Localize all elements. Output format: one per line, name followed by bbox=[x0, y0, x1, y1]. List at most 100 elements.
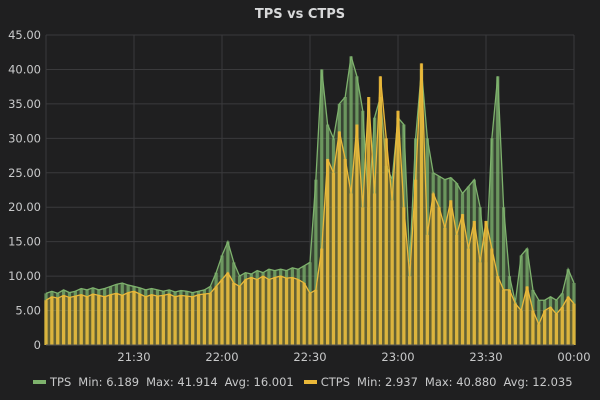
bar-ctps bbox=[44, 300, 48, 345]
bar-ctps bbox=[325, 159, 330, 345]
bar-ctps bbox=[519, 310, 523, 345]
legend-item-tps[interactable]: TPS Min: 6.189 Max: 41.914 Avg: 16.001 bbox=[33, 375, 294, 389]
bar-ctps bbox=[232, 283, 236, 345]
legend-item-ctps[interactable]: CTPS Min: 2.937 Max: 40.880 Avg: 12.035 bbox=[303, 375, 573, 389]
bar-ctps bbox=[149, 294, 154, 345]
chart-title: TPS vs CTPS bbox=[254, 7, 346, 22]
bar-ctps bbox=[249, 277, 253, 345]
bar-ctps bbox=[501, 289, 506, 345]
bar-tps bbox=[519, 255, 523, 345]
bar-ctps bbox=[431, 193, 435, 345]
bar-ctps bbox=[255, 279, 259, 345]
legend-label-tps: TPS bbox=[50, 375, 72, 389]
bar-ctps bbox=[443, 227, 447, 345]
bar-ctps bbox=[507, 289, 512, 345]
bar-ctps bbox=[132, 291, 136, 345]
bar-ctps bbox=[343, 159, 347, 345]
bar-ctps bbox=[226, 272, 230, 345]
bar-ctps bbox=[402, 207, 406, 345]
bar-tps bbox=[496, 76, 500, 345]
bar-ctps bbox=[220, 279, 224, 345]
bar-ctps bbox=[554, 314, 559, 345]
bar-ctps bbox=[566, 296, 570, 345]
y-tick-label: 45.00 bbox=[8, 28, 41, 42]
bar-ctps bbox=[296, 279, 300, 345]
bar-ctps bbox=[202, 294, 207, 345]
y-tick-label: 15.00 bbox=[8, 235, 41, 249]
bar-ctps bbox=[543, 310, 547, 345]
bar-ctps bbox=[56, 298, 60, 345]
bar-ctps bbox=[267, 279, 271, 345]
y-tick-label: 5.00 bbox=[15, 304, 41, 318]
bar-ctps bbox=[490, 248, 494, 345]
bar-ctps bbox=[496, 276, 500, 345]
y-tick-label: 30.00 bbox=[8, 131, 41, 145]
bar-ctps bbox=[243, 279, 248, 345]
x-tick-label: 23:00 bbox=[381, 350, 414, 364]
bar-ctps bbox=[548, 307, 553, 345]
bar-ctps bbox=[484, 221, 488, 345]
bar-ctps bbox=[91, 294, 95, 345]
bar-ctps bbox=[261, 276, 265, 345]
bar-ctps bbox=[572, 303, 576, 345]
bar-ctps bbox=[284, 278, 289, 345]
bar-ctps bbox=[67, 297, 72, 345]
bar-ctps bbox=[290, 277, 295, 345]
bar-ctps bbox=[320, 248, 324, 345]
legend: TPS Min: 6.189 Max: 41.914 Avg: 16.001 C… bbox=[33, 375, 583, 389]
bar-ctps bbox=[531, 310, 535, 345]
bar-tps bbox=[501, 207, 506, 345]
bar-ctps bbox=[478, 262, 482, 345]
bar-ctps bbox=[384, 138, 388, 345]
bar-ctps bbox=[208, 293, 212, 345]
bar-ctps bbox=[390, 200, 394, 345]
bar-tps bbox=[320, 69, 324, 345]
bar-ctps bbox=[79, 294, 83, 345]
bar-ctps bbox=[455, 234, 459, 345]
legend-swatch-tps bbox=[33, 380, 46, 384]
bar-ctps bbox=[361, 207, 365, 345]
area-tps bbox=[46, 56, 574, 345]
bar-ctps bbox=[302, 283, 306, 345]
legend-avg-ctps: Avg: 12.035 bbox=[503, 375, 573, 389]
bar-ctps bbox=[155, 296, 160, 345]
y-tick-label: 35.00 bbox=[8, 97, 41, 111]
bar-ctps bbox=[372, 193, 377, 345]
y-tick-label: 25.00 bbox=[8, 166, 41, 180]
legend-label-ctps: CTPS bbox=[320, 375, 351, 389]
bar-ctps bbox=[196, 294, 201, 345]
bar-ctps bbox=[537, 324, 541, 345]
bar-ctps bbox=[237, 286, 242, 345]
legend-swatch-ctps bbox=[303, 380, 317, 384]
bar-ctps bbox=[419, 63, 424, 345]
bar-ctps bbox=[103, 296, 107, 345]
legend-min-ctps: Min: 2.937 bbox=[357, 375, 418, 389]
bar-ctps bbox=[85, 296, 89, 345]
bar-ctps bbox=[120, 295, 124, 345]
y-tick-label: 10.00 bbox=[8, 269, 41, 283]
bar-ctps bbox=[279, 276, 283, 345]
line-ctps bbox=[45, 63, 575, 326]
bar-tps bbox=[314, 179, 318, 345]
legend-max-ctps: Max: 40.880 bbox=[424, 375, 497, 389]
bar-ctps bbox=[560, 307, 564, 345]
bar-ctps bbox=[337, 131, 341, 345]
x-tick-label: 22:00 bbox=[205, 350, 238, 364]
bar-ctps bbox=[513, 303, 517, 345]
bar-ctps bbox=[185, 296, 189, 345]
bar-ctps bbox=[191, 296, 195, 345]
x-tick-label: 22:30 bbox=[293, 350, 326, 364]
bar-ctps bbox=[408, 276, 412, 345]
bar-ctps bbox=[449, 200, 453, 345]
bar-ctps bbox=[214, 286, 218, 345]
x-tick-label: 21:30 bbox=[117, 350, 150, 364]
legend-avg-tps: Avg: 16.001 bbox=[224, 375, 294, 389]
bar-ctps bbox=[97, 295, 101, 345]
bar-ctps bbox=[525, 286, 529, 345]
bar-ctps bbox=[466, 248, 471, 345]
x-tick-label: 23:30 bbox=[469, 350, 502, 364]
bar-ctps bbox=[378, 76, 383, 345]
bar-tps bbox=[490, 138, 494, 345]
y-tick-label: 20.00 bbox=[8, 200, 41, 214]
